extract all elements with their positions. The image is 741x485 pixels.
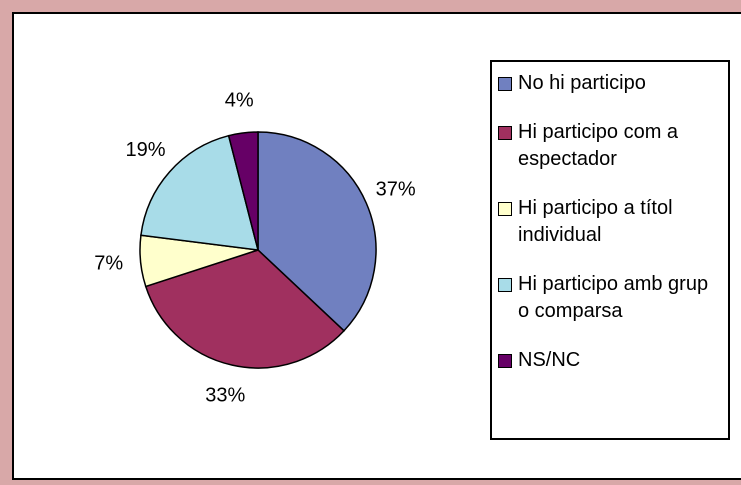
legend-label: No hi participo: [518, 72, 646, 94]
legend-swatch: [498, 354, 512, 368]
data-label: 33%: [205, 385, 245, 407]
legend-label: Hi participo a títol individual: [518, 197, 673, 246]
legend: No hi participo Hi participo com a espect…: [490, 60, 730, 440]
pie-slice: [257, 131, 377, 332]
legend-label: Hi participo amb grup o comparsa: [518, 273, 709, 322]
pie-slice: [144, 249, 346, 369]
legend-entry: Hi participo a títol individual: [498, 195, 722, 249]
data-label: 4%: [225, 89, 254, 111]
legend-swatch: [498, 77, 512, 91]
legend-label: Hi participo com a espectador: [518, 121, 679, 170]
legend-entry: NS/NC: [498, 347, 722, 374]
legend-entry: No hi participo: [498, 70, 722, 97]
pie-slice: [140, 134, 260, 251]
legend-swatch: [498, 126, 512, 140]
legend-entry: Hi participo com a espectador: [498, 119, 722, 173]
data-label: 19%: [125, 139, 165, 161]
legend-swatch: [498, 202, 512, 216]
data-label: 37%: [376, 179, 416, 201]
legend-swatch: [498, 278, 512, 292]
data-label: 7%: [94, 252, 123, 274]
pie-slice: [227, 131, 259, 251]
legend-label: NS/NC: [518, 349, 581, 371]
legend-entry: Hi participo amb grup o comparsa: [498, 271, 722, 325]
